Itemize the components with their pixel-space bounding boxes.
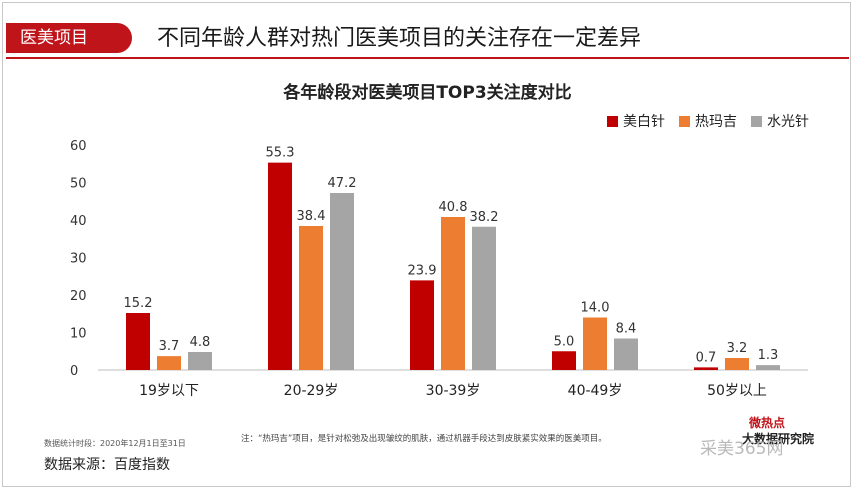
- bar-value-label: 47.2: [328, 176, 357, 191]
- legend-label-shuiguangzhen: 水光针: [767, 114, 809, 130]
- legend-swatch-shuiguangzhen: [751, 115, 762, 127]
- bar: [552, 351, 576, 370]
- chart-legend: 美白针 热玛吉 水光针: [607, 111, 809, 131]
- bar: [188, 352, 212, 370]
- watermark-text: 采美365网: [700, 439, 784, 459]
- footnote-text: 注：“热玛吉”项目，是针对松弛及出现皱纹的肌肤，通过机器手段达到皮肤紧实效果的医…: [241, 434, 607, 444]
- bar-value-label: 1.3: [758, 348, 779, 363]
- bar-value-label: 38.4: [297, 209, 326, 224]
- bar-value-label: 40.8: [439, 200, 468, 215]
- bar: [157, 356, 181, 370]
- bar-value-label: 15.2: [124, 296, 153, 311]
- y-tick-label: 60: [70, 139, 87, 154]
- y-tick-label: 10: [70, 327, 87, 342]
- bar: [583, 317, 607, 370]
- legend-swatch-meibaizhen: [607, 115, 618, 127]
- x-category-label: 40-49岁: [568, 383, 623, 399]
- bar: [441, 217, 465, 370]
- y-tick-label: 20: [70, 289, 87, 304]
- bar: [725, 358, 749, 370]
- brand-logo-text: 微热点: [749, 416, 786, 430]
- bar: [614, 338, 638, 370]
- y-tick-label: 40: [70, 214, 87, 229]
- bar: [268, 162, 292, 370]
- legend-item-remaji: 热玛吉: [679, 111, 737, 131]
- legend-label-remaji: 热玛吉: [695, 114, 737, 130]
- bar: [330, 193, 354, 370]
- legend-label-meibaizhen: 美白针: [623, 114, 665, 130]
- bar: [756, 365, 780, 370]
- bar-value-label: 23.9: [408, 263, 437, 278]
- bar-value-label: 0.7: [696, 350, 717, 365]
- x-category-label: 19岁以下: [139, 383, 199, 399]
- x-category-label: 30-39岁: [426, 383, 481, 399]
- y-tick-label: 50: [70, 177, 87, 192]
- legend-item-shuiguangzhen: 水光针: [751, 111, 809, 131]
- brand-logo-subtext: 大数据研究院: [742, 432, 815, 446]
- section-tag: 医美项目: [6, 23, 132, 53]
- bar: [126, 313, 150, 370]
- legend-swatch-remaji: [679, 115, 690, 127]
- data-source-text: 数据来源：百度指数: [44, 457, 170, 473]
- bar-value-label: 5.0: [554, 334, 575, 349]
- y-tick-label: 30: [70, 252, 87, 267]
- stat-period-text: 数据统计时段：2020年12月1日至31日: [44, 439, 186, 448]
- legend-item-meibaizhen: 美白针: [607, 111, 665, 131]
- bar-value-label: 3.2: [727, 341, 748, 356]
- bar-value-label: 8.4: [616, 322, 637, 337]
- title-divider: [6, 57, 849, 59]
- bar: [694, 367, 718, 370]
- bar-value-label: 38.2: [470, 210, 499, 225]
- bar-value-label: 14.0: [581, 301, 610, 316]
- x-category-label: 20-29岁: [284, 383, 339, 399]
- bar: [299, 226, 323, 370]
- chart-title: 各年龄段对医美项目TOP3关注度对比: [283, 83, 572, 103]
- bar: [472, 226, 496, 370]
- bar: [410, 280, 434, 370]
- y-tick-label: 0: [70, 364, 78, 379]
- x-category-label: 50岁以上: [707, 383, 767, 399]
- bar-value-label: 55.3: [266, 146, 295, 161]
- page-title: 不同年龄人群对热门医美项目的关注存在一定差异: [157, 26, 642, 51]
- bar-value-label: 4.8: [190, 335, 211, 350]
- bar-value-label: 3.7: [159, 339, 180, 354]
